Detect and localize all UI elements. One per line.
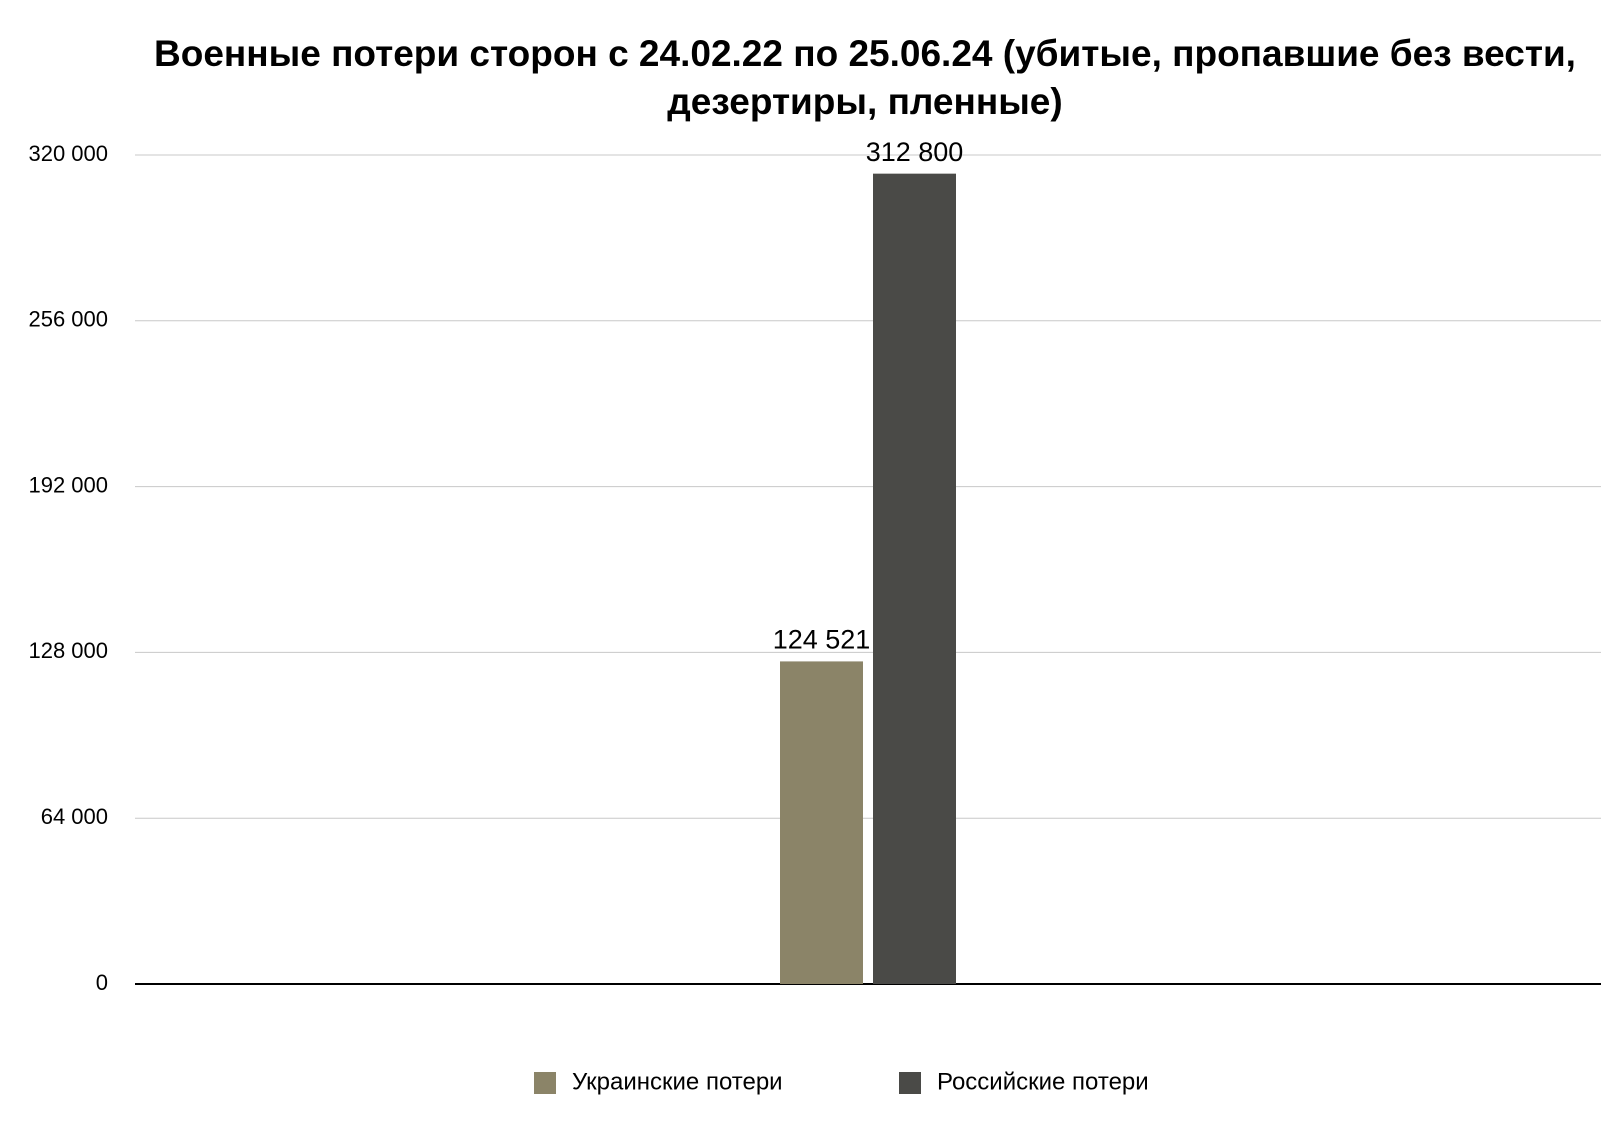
legend-label: Российские потери (937, 1068, 1149, 1095)
value-label: 312 800 (866, 137, 964, 167)
y-tick-label: 64 000 (41, 804, 108, 829)
y-tick-label: 320 000 (28, 141, 108, 166)
y-tick-label: 0 (96, 970, 108, 995)
y-tick-label: 256 000 (28, 307, 108, 332)
y-tick-label: 128 000 (28, 638, 108, 663)
bar (780, 661, 863, 984)
chart-title: Военные потери сторон с 24.02.22 по 25.0… (154, 33, 1576, 122)
legend-swatch (899, 1072, 921, 1094)
legend-swatch (534, 1072, 556, 1094)
y-tick-label: 192 000 (28, 472, 108, 497)
value-label: 124 521 (773, 625, 871, 655)
bar (873, 173, 956, 985)
legend-label: Украинские потери (572, 1068, 783, 1095)
